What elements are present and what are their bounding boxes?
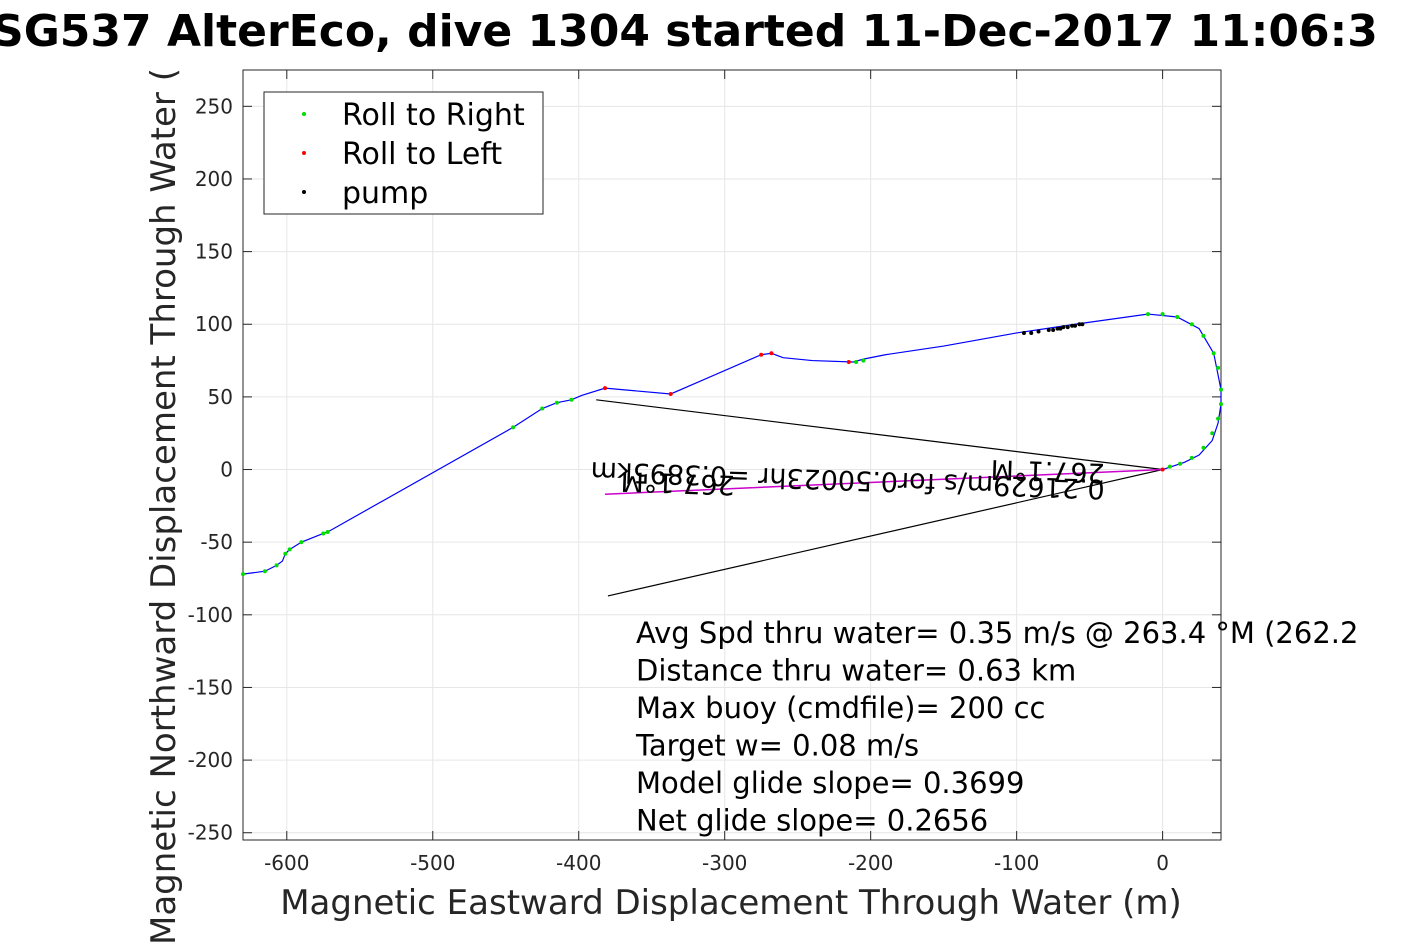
roll-right-marker	[262, 569, 267, 574]
roll-left-marker	[769, 351, 774, 356]
roll-right-marker	[569, 397, 574, 402]
y-tick-label: -100	[188, 603, 233, 627]
roll-right-marker	[1201, 333, 1206, 338]
current-vector-line	[604, 468, 1163, 495]
roll-left-marker	[759, 352, 764, 357]
annotation-line: Net glide slope= 0.2656	[636, 804, 988, 838]
roll-left-marker	[668, 391, 673, 396]
roll-right-marker	[1189, 322, 1194, 327]
grid	[243, 70, 1221, 840]
roll-right-marker	[1216, 365, 1221, 370]
roll-right-marker	[540, 406, 545, 411]
roll-right-marker	[325, 530, 330, 534]
x-tick-label: -300	[702, 851, 747, 875]
x-tick-label: -200	[848, 851, 893, 875]
pump-marker	[1065, 325, 1070, 330]
roll-left-marker	[846, 360, 851, 365]
roll-right-marker	[1219, 387, 1223, 392]
legend-marker	[302, 112, 306, 116]
legend-label: pump	[342, 176, 428, 211]
ticks: -600 -500 -400 -300 -200 -100 0-250-200-150-10…	[188, 70, 1221, 875]
roll-right-marker	[1146, 312, 1151, 317]
roll-left-marker	[603, 386, 608, 391]
lines	[242, 313, 1222, 597]
y-tick-label: -200	[188, 748, 233, 772]
pump-marker	[1021, 330, 1026, 335]
roll-right-marker	[1219, 402, 1223, 407]
y-axis-label: Magnetic Northward Displacement Through …	[144, 68, 184, 945]
annotation-line: Model glide slope= 0.3699	[636, 766, 1024, 800]
pump-marker	[1077, 322, 1082, 327]
vector-labels: 0.21629m/s for0.50023hr =0.3895km 267.1°…	[590, 453, 1105, 504]
pump-marker	[1036, 329, 1041, 334]
pump-marker	[1061, 325, 1066, 330]
plot-frame	[242, 69, 1222, 841]
y-tick-label: -150	[188, 675, 233, 699]
roll-right-marker	[1178, 461, 1183, 466]
roll-right-marker	[321, 531, 326, 536]
roll-left-marker	[1160, 467, 1165, 472]
pump-marker	[1051, 328, 1056, 333]
pump-marker	[1073, 323, 1078, 328]
roll-right-marker	[241, 572, 245, 577]
roll-right-marker	[1201, 445, 1206, 450]
vector-label-heading-right: 267.1°M	[990, 453, 1105, 488]
legend-marker	[302, 190, 306, 194]
legend-label: Roll to Right	[342, 98, 525, 133]
y-tick-label: -250	[188, 821, 233, 845]
pump-marker	[1070, 323, 1075, 328]
roll-right-marker	[554, 400, 559, 405]
legend-label: Roll to Left	[342, 137, 502, 172]
x-tick-label: -100	[994, 851, 1039, 875]
y-tick-label: 200	[195, 167, 233, 191]
x-tick-label: -600	[264, 851, 309, 875]
pump-marker	[1029, 330, 1034, 335]
y-tick-label: 150	[195, 240, 233, 264]
x-tick-label: -400	[556, 851, 601, 875]
roll-right-marker	[861, 358, 866, 363]
y-tick-label: 250	[195, 94, 233, 118]
track-line	[242, 313, 1222, 575]
roll-right-marker	[511, 425, 516, 430]
roll-right-marker	[1216, 416, 1221, 421]
arrowhead-line	[596, 399, 1163, 471]
x-tick-label: 0	[1156, 851, 1169, 875]
annotation-line: Avg Spd thru water= 0.35 m/s @ 263.4 °M …	[636, 616, 1358, 650]
y-tick-label: -50	[200, 530, 233, 554]
legend-box	[263, 91, 544, 215]
annotation-line: Target w= 0.08 m/s	[635, 729, 919, 763]
chart-title: SG537 AlterEco, dive 1304 started 11-Dec…	[0, 6, 1378, 57]
vector-label-heading-left: 267.1°M	[620, 465, 735, 500]
legend: Roll to Right Roll to Left pump	[263, 91, 544, 215]
arrowhead-line	[607, 468, 1163, 597]
x-tick-label: -500	[410, 851, 455, 875]
roll-right-marker	[1189, 455, 1194, 460]
roll-right-marker	[1167, 464, 1172, 469]
x-axis-label: Magnetic Eastward Displacement Through W…	[280, 883, 1182, 923]
annotation-line: Max buoy (cmdfile)= 200 cc	[636, 691, 1045, 725]
roll-right-marker	[1175, 314, 1180, 319]
roll-right-marker	[1211, 351, 1216, 356]
pump-marker	[1055, 326, 1060, 331]
legend-marker	[302, 151, 306, 155]
pump-marker	[1046, 328, 1051, 333]
roll-right-marker	[283, 551, 288, 556]
y-tick-label: 0	[220, 458, 233, 482]
annotations: Avg Spd thru water= 0.35 m/s @ 263.4 °M …	[635, 616, 1358, 838]
roll-right-marker	[274, 563, 279, 568]
pump-marker	[1080, 322, 1085, 327]
annotation-line: Distance thru water= 0.63 km	[636, 654, 1076, 688]
y-tick-label: 100	[195, 312, 233, 336]
roll-right-marker	[287, 547, 292, 552]
roll-right-marker	[299, 540, 304, 545]
markers	[241, 312, 1223, 577]
y-tick-label: 50	[208, 385, 233, 409]
roll-right-marker	[1210, 431, 1215, 436]
roll-right-marker	[854, 360, 859, 365]
roll-right-marker	[1160, 312, 1165, 317]
